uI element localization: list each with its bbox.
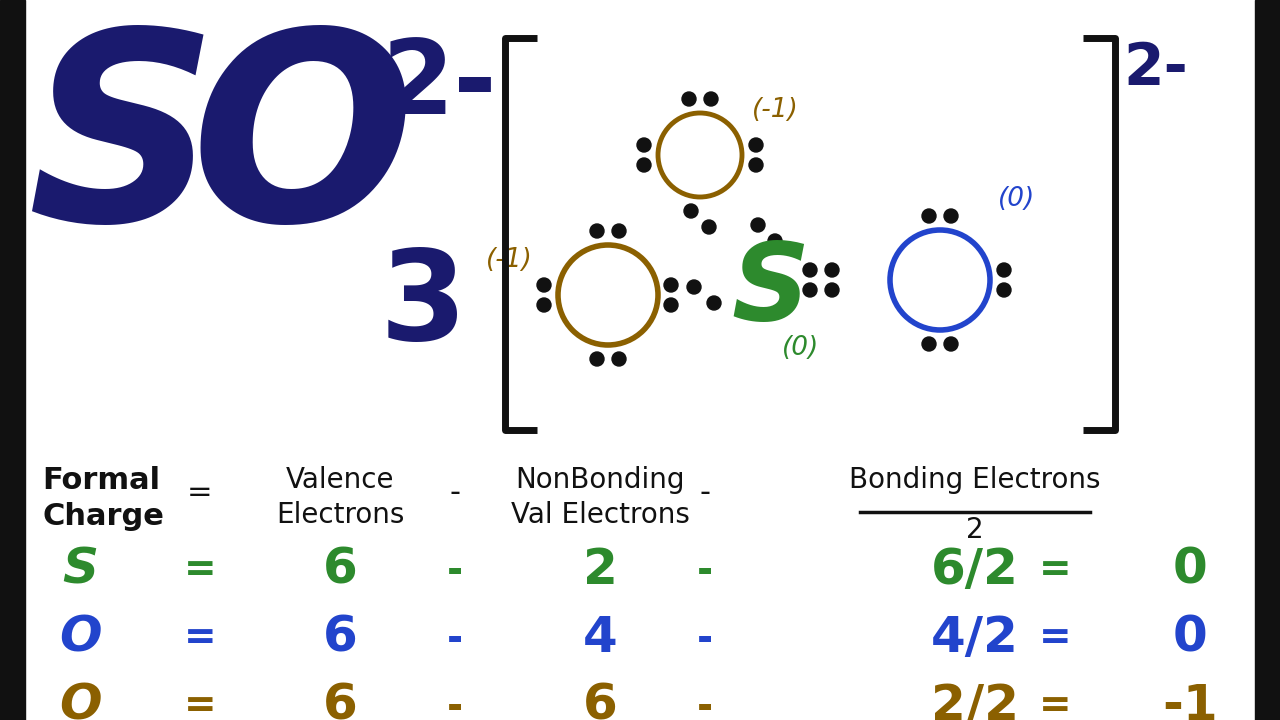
Text: NonBonding
Val Electrons: NonBonding Val Electrons [511,466,690,528]
Circle shape [945,209,957,223]
Text: O: O [59,614,101,662]
Text: 4: 4 [582,614,617,662]
Circle shape [590,224,604,238]
Text: 2/2: 2/2 [931,682,1019,720]
Text: -1: -1 [1162,682,1217,720]
Circle shape [749,138,763,152]
Circle shape [826,283,838,297]
Text: 6: 6 [323,546,357,594]
Text: 3: 3 [380,245,467,366]
Circle shape [707,296,721,310]
Text: 6: 6 [582,682,617,720]
Circle shape [749,158,763,172]
Text: S: S [61,546,99,594]
Circle shape [637,138,652,152]
Text: 4/2: 4/2 [931,614,1019,662]
Text: Valence
Electrons: Valence Electrons [275,466,404,528]
Text: -: - [699,478,710,507]
Text: =: = [184,551,216,589]
Circle shape [768,234,782,248]
Text: =: = [187,478,212,507]
Circle shape [922,209,936,223]
Text: 0: 0 [1172,614,1207,662]
Text: =: = [1038,551,1071,589]
Circle shape [945,337,957,351]
Bar [1254,0,1280,720]
Text: (-1): (-1) [753,97,799,123]
Circle shape [664,298,678,312]
Circle shape [803,263,817,277]
Circle shape [664,278,678,292]
Circle shape [682,92,696,106]
Text: 2: 2 [582,546,617,594]
Text: Formal
Charge: Formal Charge [42,466,164,531]
Circle shape [922,337,936,351]
Text: 6/2: 6/2 [931,546,1019,594]
Text: Bonding Electrons: Bonding Electrons [849,466,1101,494]
Text: -: - [696,621,713,659]
Text: -: - [696,553,713,591]
Text: (0): (0) [998,186,1036,212]
Text: O: O [189,20,415,276]
Text: -: - [447,689,463,720]
Circle shape [997,263,1011,277]
Text: 2-: 2- [1123,40,1188,97]
Text: 2: 2 [966,516,984,544]
Text: 6: 6 [323,614,357,662]
Text: =: = [184,619,216,657]
Text: -: - [447,621,463,659]
Circle shape [684,204,698,218]
Circle shape [826,263,838,277]
Text: O: O [59,682,101,720]
Circle shape [687,280,701,294]
Text: -: - [447,553,463,591]
Text: 0: 0 [1172,546,1207,594]
Text: =: = [1038,619,1071,657]
Text: -: - [449,478,461,507]
Circle shape [637,158,652,172]
Circle shape [751,218,765,232]
Circle shape [612,352,626,366]
Circle shape [538,278,550,292]
Text: =: = [184,687,216,720]
Circle shape [701,220,716,234]
Text: -: - [696,689,713,720]
Text: (-1): (-1) [486,247,532,273]
Circle shape [590,352,604,366]
Bar [0,0,26,720]
Circle shape [538,298,550,312]
Text: 2-: 2- [381,35,498,136]
Circle shape [704,92,718,106]
Text: S: S [28,20,218,276]
Text: =: = [1038,687,1071,720]
Circle shape [612,224,626,238]
Text: S: S [731,237,809,343]
Text: (0): (0) [782,335,819,361]
Text: 6: 6 [323,682,357,720]
Circle shape [803,283,817,297]
Circle shape [997,283,1011,297]
